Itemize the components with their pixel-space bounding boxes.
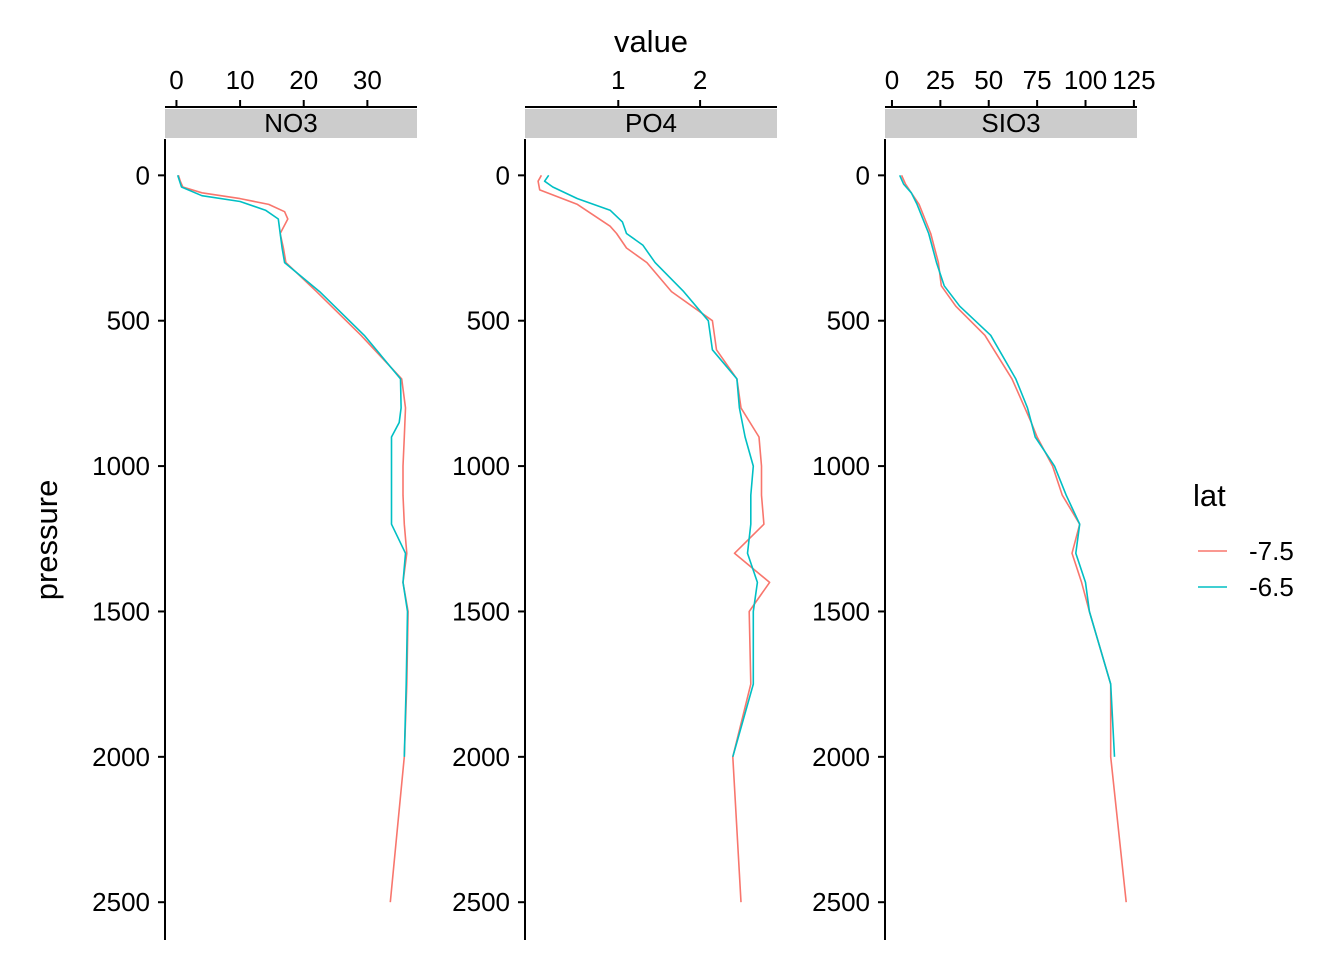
y-tick-label-sio3: 2000 (812, 742, 870, 772)
series-line-no3-lat-minus-7.5 (177, 175, 409, 903)
y-tick-label-po4: 2500 (452, 887, 510, 917)
y-tick-label-no3: 2500 (92, 887, 150, 917)
y-tick-label-sio3: 2500 (812, 887, 870, 917)
strip-sio3-background (885, 109, 1137, 138)
legend: lat -7.5 -6.5 (1193, 478, 1294, 602)
y-tick-label-po4: 2000 (452, 742, 510, 772)
y-tick-label-sio3: 1000 (812, 451, 870, 481)
strip-label-po4: PO4 (625, 108, 677, 138)
y-tick-label-no3: 500 (107, 306, 150, 336)
series-line-sio3-lat-minus-6.5 (898, 174, 1116, 757)
series-line-po4-lat-minus-7.5 (537, 174, 771, 903)
y-tick-label-po4: 0 (496, 160, 510, 190)
legend-title: lat (1193, 478, 1226, 513)
y-axis-title: pressure (29, 480, 64, 601)
y-tick-label-no3: 0 (136, 160, 150, 190)
x-axis-title: value (614, 24, 688, 59)
strip-label-no3: NO3 (264, 108, 317, 138)
y-tick-label-no3: 2000 (92, 742, 150, 772)
y-tick-label-sio3: 500 (827, 306, 870, 336)
x-tick-label-sio3: 75 (1023, 65, 1052, 95)
y-tick-label-po4: 1000 (452, 451, 510, 481)
x-tick-label-sio3: 0 (885, 65, 899, 95)
x-tick-label-po4: 1 (611, 65, 625, 95)
x-tick-label-sio3: 25 (926, 65, 955, 95)
y-tick-label-no3: 1000 (92, 451, 150, 481)
y-tick-label-sio3: 0 (856, 160, 870, 190)
x-tick-label-no3: 30 (353, 65, 382, 95)
x-tick-label-no3: 20 (289, 65, 318, 95)
x-tick-label-po4: 2 (693, 65, 707, 95)
x-tick-label-sio3: 50 (974, 65, 1003, 95)
series-line-no3-lat-minus-6.5 (176, 175, 409, 757)
legend-label-lat-minus-6.5: -6.5 (1249, 572, 1294, 602)
strip-po4-background (525, 109, 777, 138)
x-tick-label-no3: 0 (169, 65, 183, 95)
x-tick-label-no3: 10 (226, 65, 255, 95)
x-tick-label-sio3: 100 (1064, 65, 1107, 95)
strip-no3-background (165, 109, 417, 138)
strip-label-sio3: SIO3 (981, 108, 1040, 138)
x-tick-label-sio3: 125 (1112, 65, 1155, 95)
panel-no3: NO3 0 10 20 30 0 500 1000 1500 2000 2500 (92, 65, 417, 940)
y-tick-label-sio3: 1500 (812, 596, 870, 626)
panel-sio3: SIO3 0 25 50 75 100 125 0 500 1000 1500 2000 2500 (812, 65, 1156, 940)
y-tick-label-po4: 500 (467, 306, 510, 336)
y-tick-label-no3: 1500 (92, 596, 150, 626)
legend-label-lat-minus-7.5: -7.5 (1249, 536, 1294, 566)
y-tick-label-po4: 1500 (452, 596, 510, 626)
series-line-sio3-lat-minus-7.5 (900, 174, 1127, 903)
series-line-po4-lat-minus-6.5 (543, 174, 759, 758)
